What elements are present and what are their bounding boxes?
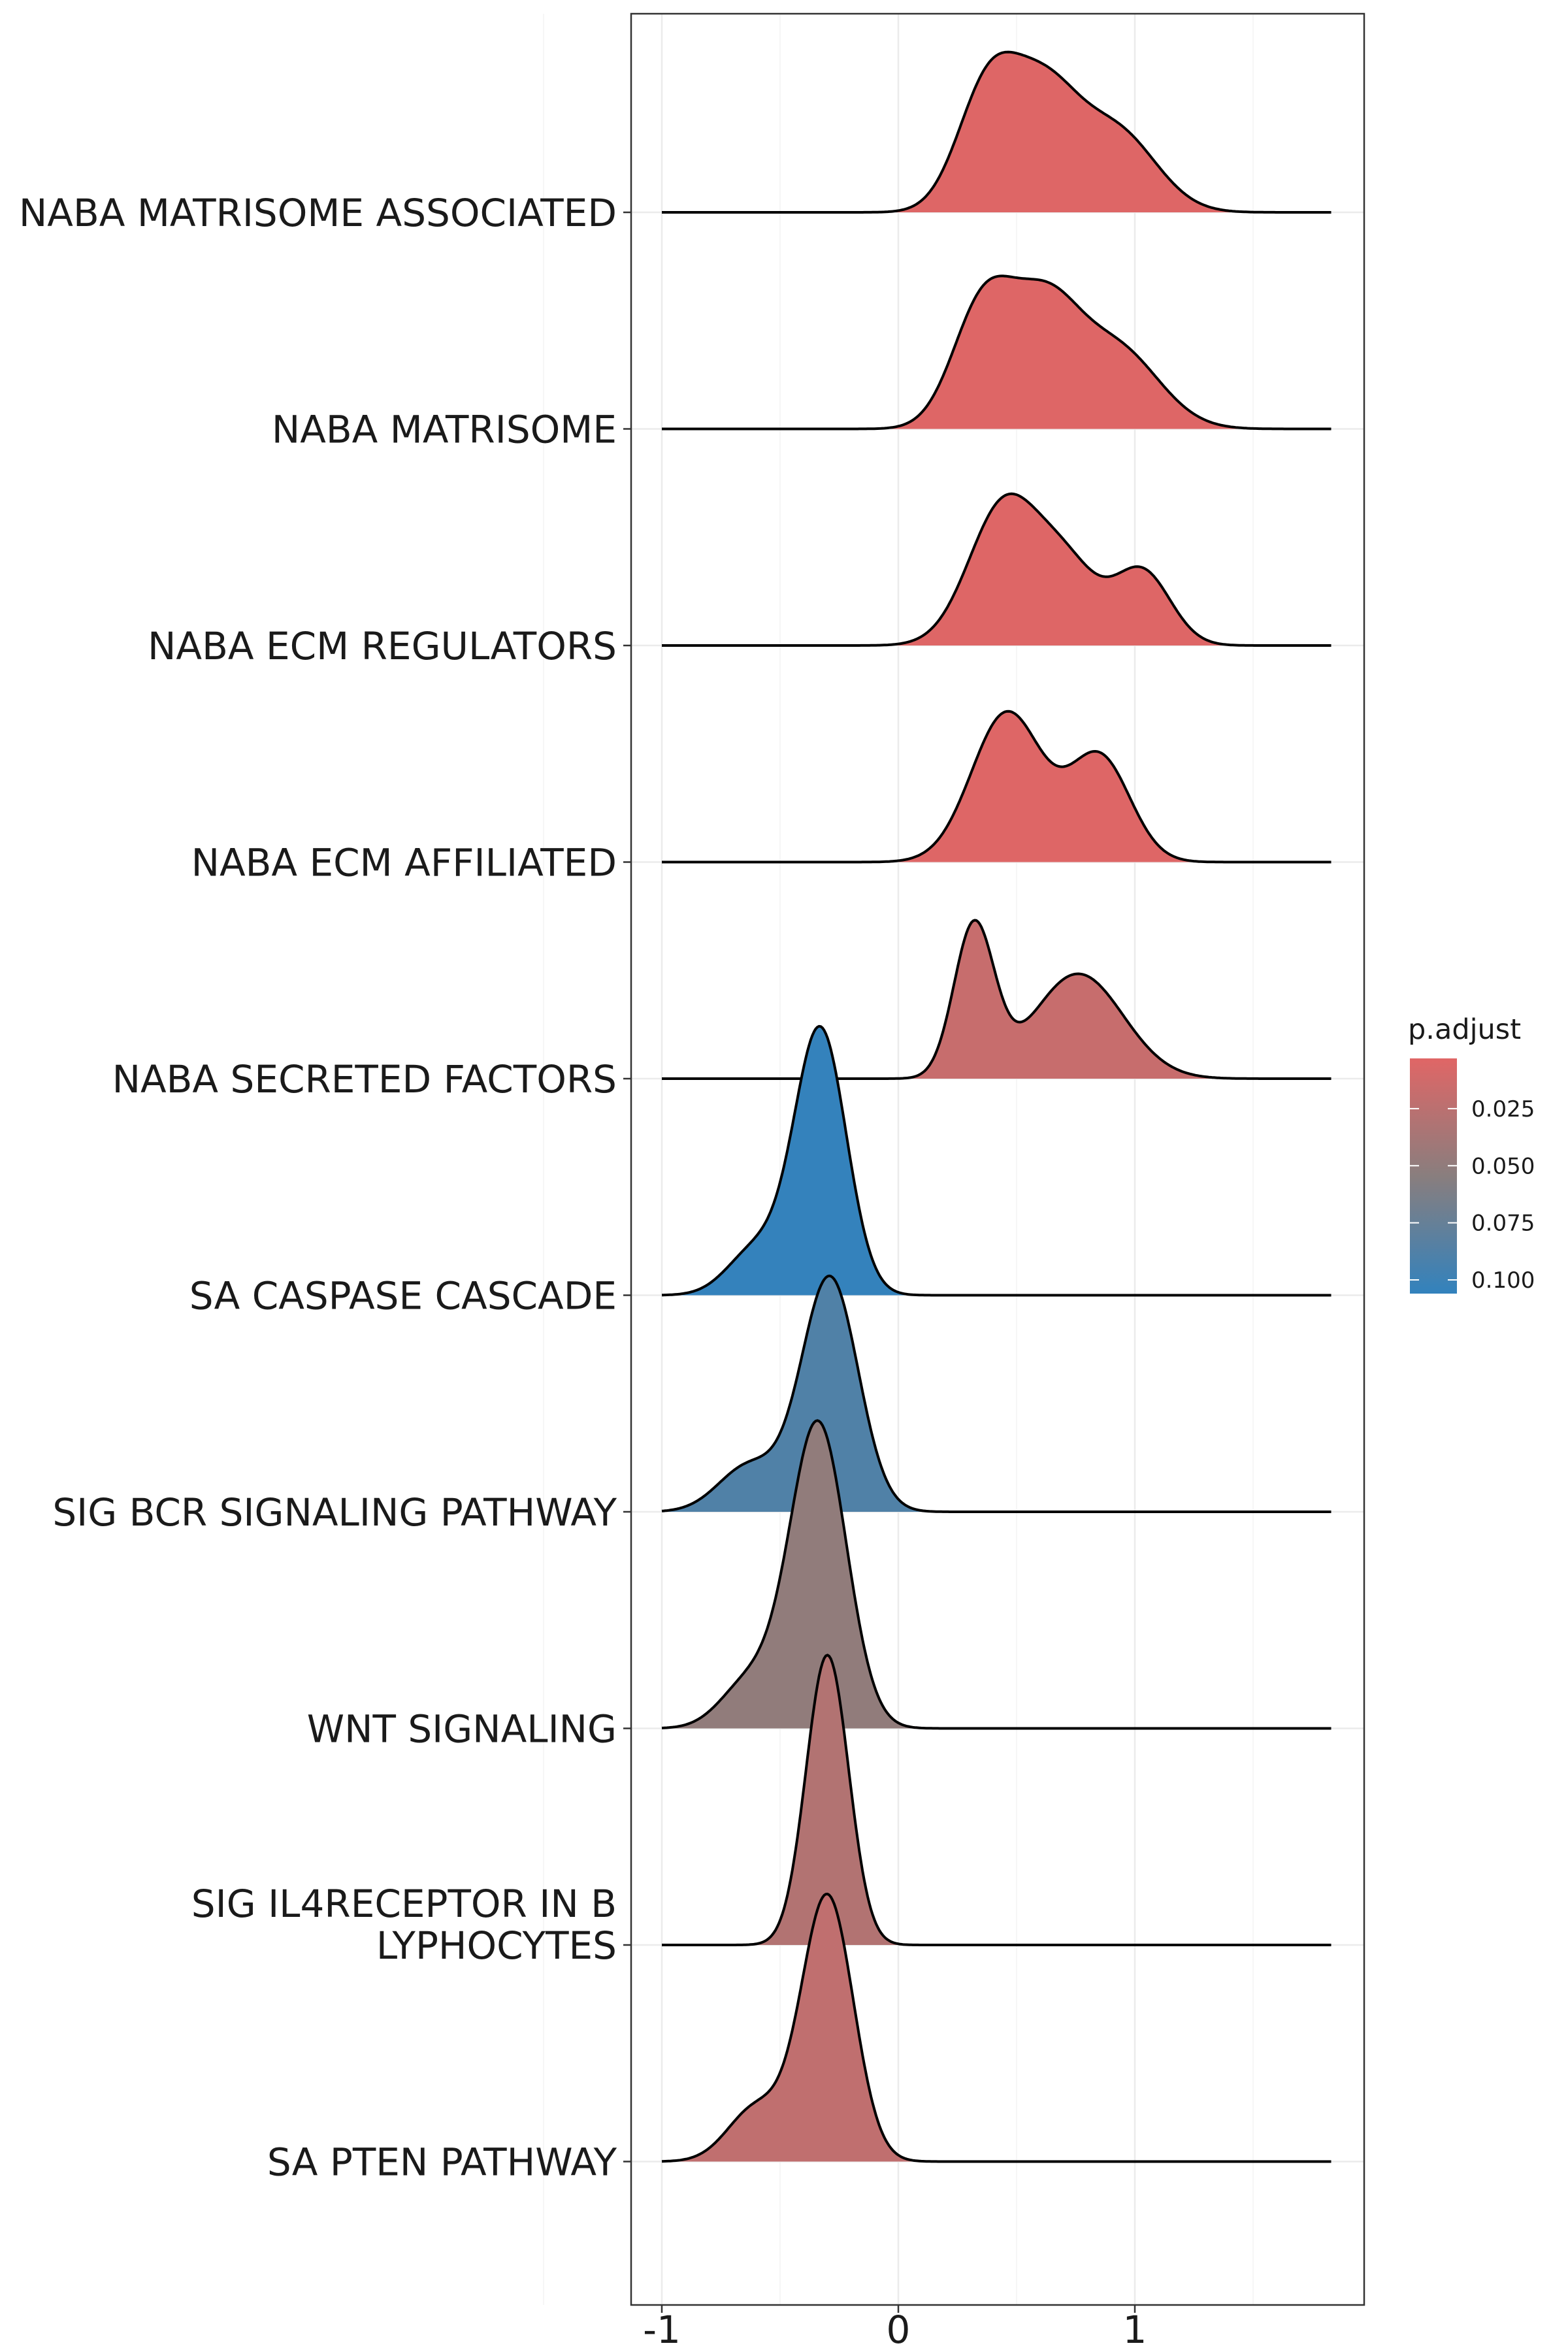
y-tick-label: SA CASPASE CASCADE xyxy=(189,1274,617,1318)
x-axis: -1 0 1 xyxy=(643,2305,1147,2352)
ridge-outline xyxy=(662,919,1331,1080)
x-tick-label: 0 xyxy=(887,2308,911,2352)
ridge xyxy=(662,492,1331,647)
legend-colorbar xyxy=(1410,1058,1457,1294)
ridge xyxy=(661,1274,1331,1513)
ridge-fill xyxy=(662,52,1331,212)
ridges xyxy=(661,50,1331,2163)
ridge-outline xyxy=(662,492,1331,647)
ridge-fill xyxy=(662,493,1331,645)
ridge xyxy=(662,274,1331,431)
ridge-outline xyxy=(662,274,1331,431)
ridge-outline xyxy=(661,1274,1331,1513)
legend-tick-label: 0.025 xyxy=(1471,1096,1535,1122)
y-tick-label: NABA ECM REGULATORS xyxy=(148,624,617,668)
y-tick-label: NABA MATRISOME ASSOCIATED xyxy=(19,191,617,235)
ridge xyxy=(662,50,1331,214)
ridge-outline xyxy=(662,1654,1331,1946)
y-tick-label: NABA MATRISOME xyxy=(272,408,617,452)
ridge-fill xyxy=(662,711,1331,862)
legend-title: p.adjust xyxy=(1408,1013,1521,1046)
ridge xyxy=(662,919,1331,1080)
y-tick-label: SIG IL4RECEPTOR IN B LYPHOCYTES xyxy=(191,1882,617,1968)
ridge-fill xyxy=(662,1026,1331,1296)
y-tick-label: SA PTEN PATHWAY xyxy=(267,2140,617,2185)
ridge-outline xyxy=(662,50,1331,214)
ridge-fill xyxy=(662,1894,1331,2162)
panel-border xyxy=(630,12,1365,2306)
ridge xyxy=(662,710,1331,864)
y-axis: NABA MATRISOME ASSOCIATED NABA MATRISOME N… xyxy=(19,191,631,2185)
ridge-fill xyxy=(662,1655,1331,1945)
ridge-outline xyxy=(661,1893,1331,2163)
ridge-fill xyxy=(662,276,1331,429)
legend-ticks: 0.025 0.050 0.075 0.100 xyxy=(1410,1096,1535,1294)
x-tick-label: 1 xyxy=(1123,2308,1147,2352)
ridge xyxy=(662,1654,1331,1946)
ridge-fill xyxy=(662,1420,1331,1729)
ridge xyxy=(662,1024,1331,1297)
legend-tick-label: 0.050 xyxy=(1471,1153,1535,1179)
ridge-outline xyxy=(662,1024,1331,1297)
legend-tick-label: 0.075 xyxy=(1471,1211,1535,1237)
ridge-fill xyxy=(662,920,1331,1079)
y-tick-label: NABA SECRETED FACTORS xyxy=(112,1057,617,1102)
y-tick-label: WNT SIGNALING xyxy=(307,1707,617,1752)
ridge xyxy=(661,1893,1331,2163)
legend-tick-label: 0.100 xyxy=(1471,1267,1535,1294)
y-tick-label: NABA ECM AFFILIATED xyxy=(191,841,617,885)
legend: p.adjust 0.025 0.050 0.075 0.100 xyxy=(1408,1013,1535,1294)
y-tick-label: SIG BCR SIGNALING PATHWAY xyxy=(52,1490,617,1535)
ridge-outline xyxy=(661,1419,1331,1730)
x-tick-label: -1 xyxy=(643,2308,681,2352)
ridge-fill xyxy=(662,1275,1331,1512)
ridge xyxy=(661,1419,1331,1730)
ridge-outline xyxy=(662,710,1331,864)
